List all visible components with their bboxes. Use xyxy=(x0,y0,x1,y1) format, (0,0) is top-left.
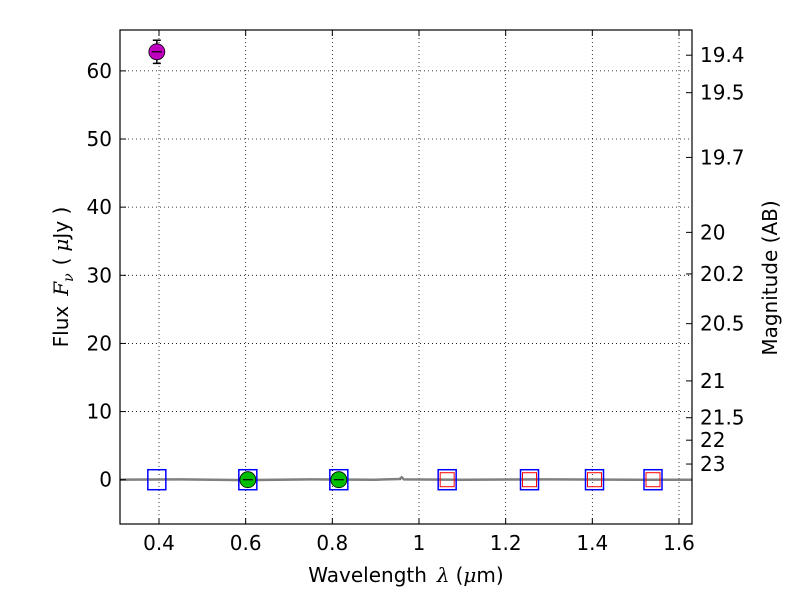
y-axis-label: FluxFν(μJy ) xyxy=(49,207,77,348)
y-tick-label: 50 xyxy=(87,127,112,151)
x-tick-label: 1.4 xyxy=(576,531,608,555)
upper-limits-blue-point xyxy=(329,468,349,491)
y2-tick-label: 20.5 xyxy=(700,312,745,336)
y2-tick-label: 20 xyxy=(700,220,725,244)
model-red-point xyxy=(645,472,661,488)
x-tick-label: 0.4 xyxy=(143,531,175,555)
y2-tick-label: 20.2 xyxy=(700,262,745,286)
y2-tick-label: 19.7 xyxy=(700,145,745,169)
y-tick-label: 30 xyxy=(87,263,112,287)
spectrum-layer xyxy=(119,475,692,482)
upper-limits-blue-point xyxy=(643,468,663,491)
y-tick-label: 40 xyxy=(87,195,112,219)
plot-frame xyxy=(119,29,693,525)
y-tick-label: 10 xyxy=(87,400,112,424)
upper-limits-blue-point xyxy=(147,468,167,491)
y2-axis-label: Magnitude (AB) xyxy=(758,200,782,355)
upper-limits-blue-point xyxy=(519,468,540,491)
y2-tick-label: 19.4 xyxy=(700,43,745,67)
model-red-point xyxy=(439,472,455,488)
model-red-point xyxy=(522,472,537,488)
y2-tick-label: 22 xyxy=(700,428,725,452)
y2-tick-label: 19.5 xyxy=(700,81,745,105)
x-tick-label: 1.6 xyxy=(663,531,695,555)
y2-tick-label: 21 xyxy=(700,369,725,393)
marker-layer xyxy=(147,39,663,491)
x-axis-label: Wavelength λ (μm) xyxy=(308,563,503,587)
x-tick-label: 0.8 xyxy=(316,531,348,555)
ticks: 0.4 0.6 0.8 1 1.2 1.4 1.6 0 10 20 30 40 50 60 19.4 19.5… xyxy=(87,30,745,555)
y-tick-label: 20 xyxy=(87,331,112,355)
upper-limits-blue-point xyxy=(437,468,457,491)
y2-tick-label: 23 xyxy=(700,452,725,476)
y-tick-label: 60 xyxy=(87,59,112,83)
x-tick-label: 1.2 xyxy=(490,531,522,555)
model-red-point xyxy=(587,472,602,488)
y-tick-label: 0 xyxy=(99,468,112,492)
upper-limits-blue-point xyxy=(584,468,605,491)
upper-limits-blue-point xyxy=(238,468,258,491)
spectrum-line xyxy=(119,475,692,482)
y2-tick-label: 21.5 xyxy=(700,406,745,430)
x-tick-label: 1 xyxy=(413,531,426,555)
x-tick-label: 0.6 xyxy=(230,531,262,555)
